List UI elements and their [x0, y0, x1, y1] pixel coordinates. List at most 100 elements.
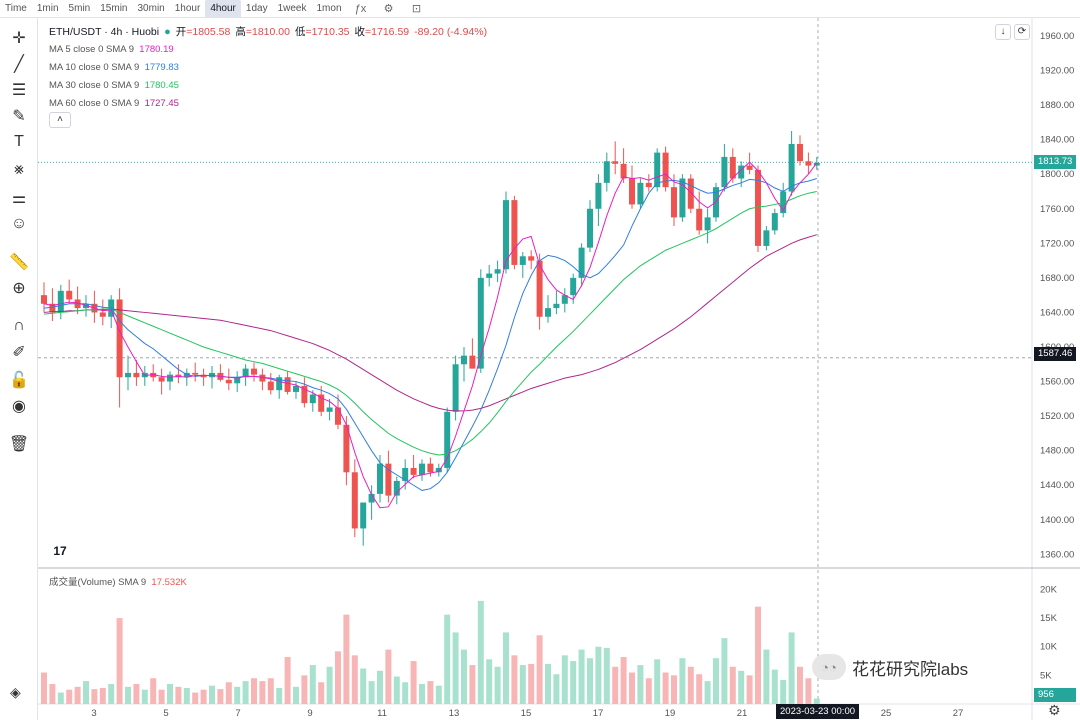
timeframe-1day[interactable]: 1day [245, 2, 268, 14]
price-tick-label: 1720.00 [1040, 238, 1074, 249]
volume-bar [402, 682, 409, 704]
layers-icon[interactable]: ◈ [10, 684, 21, 700]
horizontal-lines-icon[interactable]: ☰ [11, 82, 27, 99]
timeframe-bar: Time 1min 5min 15min 30min 1hour 4hour 1day 1wee… [0, 0, 1080, 18]
crosshair-icon[interactable]: ✛ [12, 30, 26, 47]
candle-body [251, 368, 257, 375]
candle-body [469, 355, 476, 369]
price-tick-label: 1880.00 [1040, 100, 1074, 111]
volume-bar [200, 689, 207, 704]
tradingview-logo[interactable]: 17 [48, 541, 72, 561]
time-tick-label: 19 [665, 708, 676, 719]
arrow-down-icon[interactable]: ↓ [995, 24, 1011, 40]
candle-body [276, 377, 283, 391]
candle-body [284, 377, 291, 392]
volume-bar [91, 689, 98, 704]
pattern-icon[interactable]: ⨳ [14, 161, 24, 178]
volume-bar [452, 632, 459, 704]
volume-bar [780, 679, 787, 704]
candle-body [813, 162, 820, 166]
ma10-legend[interactable]: MA 10 close 0 SMA 9 1779.83 [49, 62, 179, 73]
live-dot-icon: ● [164, 25, 171, 38]
candle-body [494, 269, 501, 274]
timeframe-4hour[interactable]: 4hour [205, 0, 241, 18]
ma5-legend[interactable]: MA 5 close 0 SMA 9 1780.19 [49, 44, 174, 55]
volume-bar [763, 649, 770, 704]
timeframe-time[interactable]: Time [5, 2, 27, 14]
timeframe-15min[interactable]: 15min [100, 2, 128, 14]
low-label: 低 [294, 26, 306, 38]
candle-body [755, 169, 761, 246]
timeframe-30min[interactable]: 30min [137, 2, 165, 14]
timeframe-1hour[interactable]: 1hour [174, 2, 201, 14]
brush-icon[interactable]: ✎ [12, 108, 26, 125]
lock-icon[interactable]: 🔓 [9, 372, 29, 389]
volume-bar [133, 683, 140, 704]
magnet-icon[interactable]: ∩ [13, 317, 25, 334]
volume-bar [116, 618, 123, 704]
ma60-legend[interactable]: MA 60 close 0 SMA 9 1727.45 [49, 98, 179, 109]
volume-bar [368, 681, 375, 704]
volume-value: 17.532K [151, 577, 187, 588]
trash-icon[interactable]: 🗑 [8, 436, 30, 453]
ma30-line [43, 190, 817, 456]
timeframe-5min[interactable]: 5min [68, 2, 91, 14]
timeframe-1mon[interactable]: 1mon [316, 2, 342, 14]
lock-drawing-icon[interactable]: ✐ [12, 344, 26, 361]
candle-body [318, 394, 325, 412]
ma30-legend[interactable]: MA 30 close 0 SMA 9 1780.45 [49, 80, 179, 91]
trendline-icon[interactable]: ╱ [14, 56, 24, 73]
price-tick-label: 1960.00 [1040, 31, 1074, 42]
settings-small-icon[interactable]: ⚙ [383, 3, 394, 15]
candle-body [671, 187, 677, 218]
candle-body [444, 411, 451, 468]
wechat-icon: ◔◔ [812, 654, 846, 680]
zoom-in-icon[interactable]: ⊕ [12, 280, 26, 297]
candle-body [477, 277, 484, 369]
candle-body [704, 217, 711, 231]
volume-tick-label: 5K [1040, 670, 1052, 681]
volume-bar [746, 675, 753, 704]
price-tick-label: 1360.00 [1040, 549, 1074, 560]
candle-body [603, 161, 610, 183]
timeframe-1week[interactable]: 1week [277, 2, 307, 14]
volume-bar [696, 674, 703, 704]
prediction-icon[interactable]: ⚌ [11, 190, 27, 207]
candle-body [654, 152, 661, 188]
price-tick-label: 1840.00 [1040, 135, 1074, 146]
volume-bar [377, 670, 383, 704]
candle-body [435, 467, 442, 473]
ma30-value: 1780.45 [144, 80, 179, 91]
candle-body [645, 182, 652, 188]
emoji-icon[interactable]: ☺ [10, 215, 28, 232]
price-chart[interactable]: 1960.00 1920.00 1880.00 1840.00 1800.00 1760.… [38, 18, 1080, 720]
snapshot-icon[interactable]: ⊡ [411, 3, 422, 15]
refresh-icon[interactable]: ⟳ [1014, 24, 1030, 40]
volume-name: 成交量(Volume) SMA 9 [49, 577, 147, 588]
gear-icon[interactable]: ⚙ [1048, 702, 1061, 718]
volume-bar [469, 665, 476, 704]
watermark-text: 花花研究院labs [852, 659, 969, 679]
volume-bar [183, 687, 190, 704]
volume-bar [318, 682, 325, 704]
volume-bar [662, 672, 669, 704]
text-icon[interactable]: T [14, 133, 24, 150]
time-tick-label: 25 [881, 708, 892, 719]
time-tick-label: 5 [163, 708, 168, 719]
volume-bar [578, 649, 585, 704]
volume-legend[interactable]: 成交量(Volume) SMA 9 17.532K [49, 574, 187, 588]
candle-body [393, 480, 400, 496]
volume-bar [713, 658, 719, 704]
ruler-icon[interactable]: 📏 [9, 254, 29, 271]
low-value: =1710.35 [305, 26, 350, 38]
eye-icon[interactable]: ◉ [12, 398, 26, 415]
candle-body [167, 374, 173, 382]
indicators-icon[interactable]: ƒx [354, 2, 367, 15]
volume-bar [519, 665, 526, 704]
volume-bar [427, 681, 434, 704]
volume-bar [813, 698, 820, 704]
timeframe-1min[interactable]: 1min [36, 2, 59, 14]
collapse-legend-button[interactable]: ˄ [49, 112, 71, 128]
price-tick-label: 1760.00 [1040, 204, 1074, 215]
time-tick-label: 21 [737, 708, 748, 719]
